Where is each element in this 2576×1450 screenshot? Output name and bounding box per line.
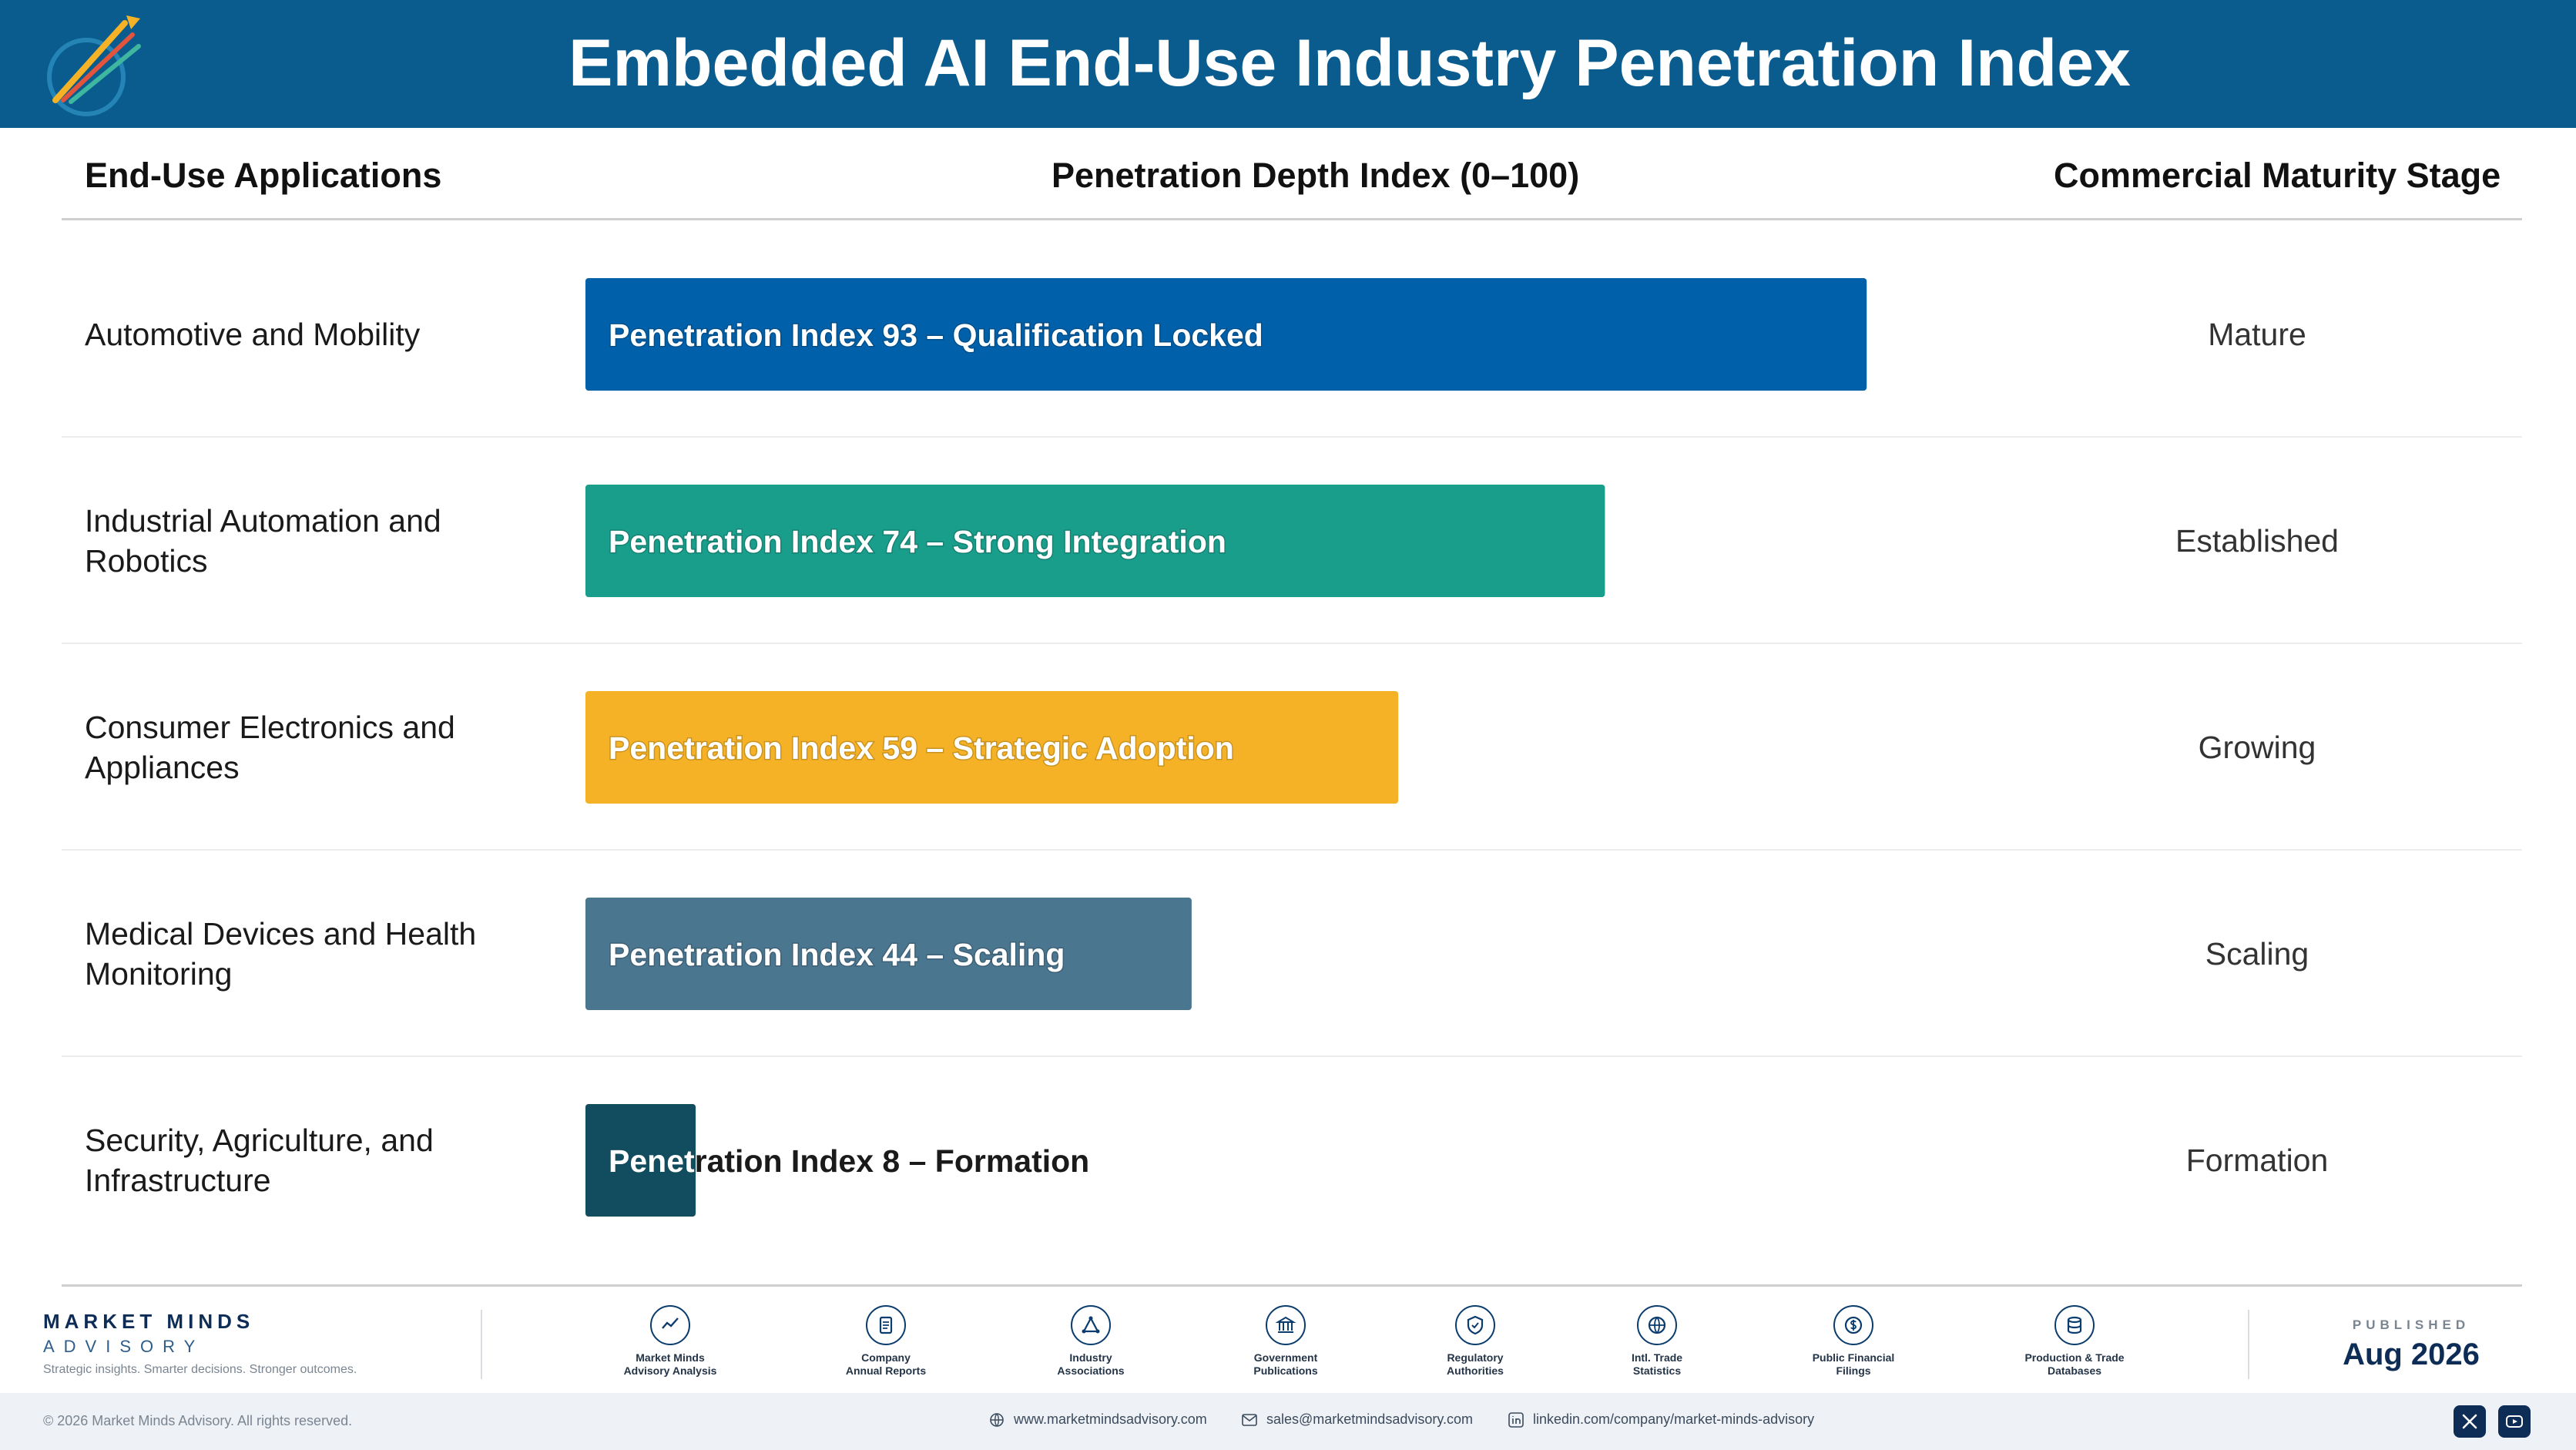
mail-icon [1242,1413,1257,1426]
row-divider [62,643,2522,644]
source-label: Regulatory Authorities [1447,1351,1504,1377]
table-bottom-divider [62,1284,2522,1287]
linkedin-text: linkedin.com/company/market-minds-adviso… [1533,1411,1815,1427]
header-banner: Embedded AI End-Use Industry Penetration… [0,0,2576,128]
bar [585,1104,696,1217]
column-header-index: Penetration Depth Index (0–100) [1052,156,1580,195]
brand-name: MARKET MINDS [43,1310,255,1333]
maturity-stage: Scaling [2205,935,2309,972]
column-header-stage: Commercial Maturity Stage [2054,156,2501,195]
page-title: Embedded AI End-Use Industry Penetration… [569,26,2131,100]
source-list: Market Minds Advisory Analysis Company An… [578,1305,2125,1390]
globe-icon [990,1412,1004,1427]
youtube-icon [2506,1415,2523,1428]
table-row: Medical Devices and Health Monitoring Sca… [62,851,2522,1057]
footer: MARKET MINDS ADVISORY Strategic insights… [0,1294,2576,1393]
application-label: Consumer Electronics and Appliances [85,710,455,785]
bar-label: Penetration Index 74 – Strong Integratio… [609,524,1226,559]
header-divider [62,218,2522,220]
source-label: Market Minds Advisory Analysis [623,1351,717,1377]
network-icon [1071,1305,1111,1345]
application-label: Industrial Automation and Robotics [85,503,441,579]
row-divider [62,1056,2522,1057]
linkedin-link[interactable]: linkedin.com/company/market-minds-adviso… [1508,1411,1814,1428]
source-label: Public Financial Filings [1812,1351,1895,1377]
row-divider [62,436,2522,438]
source-item: Intl. Trade Statistics [1580,1305,1734,1378]
penetration-bar-chart: Penetration Index 93 – Qualification Loc… [585,278,1867,1217]
footer-divider [2248,1310,2249,1379]
maturity-stage: Mature [2208,316,2306,352]
building-icon [1266,1305,1306,1345]
website-link[interactable]: www.marketmindsadvisory.com [989,1411,1207,1428]
chart-line-icon [650,1305,690,1345]
maturity-stage: Established [2175,522,2339,559]
application-label: Security, Agriculture, and Infrastructur… [85,1123,434,1198]
application-label: Medical Devices and Health Monitoring [85,916,477,992]
source-item: Regulatory Authorities [1398,1305,1552,1378]
source-label: Government Publications [1253,1351,1318,1377]
table-row: Automotive and Mobility Mature [62,231,2522,438]
bar [585,485,1605,597]
bar-label-overlay: Penetration Index 8 – Formation [609,1143,1089,1179]
source-item: Market Minds Advisory Analysis [593,1305,747,1378]
maturity-stage: Formation [2185,1142,2329,1178]
company-logo-icon [47,15,141,116]
shield-icon [1455,1305,1495,1345]
bar-label: Penetration Index 8 – Formation [609,1143,1089,1179]
source-item: Government Publications [1209,1305,1363,1378]
source-label: Industry Associations [1057,1351,1125,1377]
bar [585,278,1867,391]
published-date: Aug 2026 [2343,1338,2480,1371]
column-header-applications: End-Use Applications [85,156,442,195]
published-block: PUBLISHED Aug 2026 [2280,1317,2542,1372]
application-label: Automotive and Mobility [85,317,421,352]
footer-divider [481,1310,482,1379]
source-label: Intl. Trade Statistics [1631,1351,1683,1377]
database-icon [2054,1305,2095,1345]
source-item: Industry Associations [1014,1305,1168,1378]
youtube-social-button[interactable] [2498,1405,2531,1438]
source-item: Company Annual Reports [809,1305,963,1378]
source-label: Company Annual Reports [845,1351,927,1377]
footer-brand: MARKET MINDS ADVISORY Strategic insights… [43,1310,357,1377]
maturity-stage: Growing [2198,729,2316,765]
bar-label: Penetration Index 93 – Qualification Loc… [609,317,1263,353]
website-text: www.marketmindsadvisory.com [1014,1411,1207,1427]
dollar-icon [1833,1305,1873,1345]
bar-label: Penetration Index 59 – Strategic Adoptio… [609,730,1234,766]
linkedin-icon [1508,1411,1524,1428]
source-item: Production & Trade Databases [1997,1305,2152,1378]
x-icon [2462,1414,2477,1429]
source-label: Production & Trade Databases [2024,1351,2125,1377]
source-item: Public Financial Filings [1776,1305,1930,1378]
bar-label: Penetration Index 44 – Scaling [609,937,1065,972]
email-text: sales@marketmindsadvisory.com [1266,1411,1474,1427]
bar [585,691,1399,804]
row-divider [62,849,2522,851]
globe-icon [1637,1305,1677,1345]
published-label: PUBLISHED [2352,1317,2470,1332]
email-link[interactable]: sales@marketmindsadvisory.com [1242,1411,1473,1428]
bar [585,898,1192,1010]
brand-subtitle: ADVISORY [43,1337,205,1356]
legal-bar: © 2026 Market Minds Advisory. All rights… [0,1393,2576,1450]
brand-tagline: Strategic insights. Smarter decisions. S… [43,1363,357,1376]
table-row: Security, Agriculture, and Infrastructur… [62,1057,2522,1264]
copyright-text: © 2026 Market Minds Advisory. All rights… [43,1413,353,1428]
table-row: Industrial Automation and Robotics Establ… [62,438,2522,644]
document-icon [866,1305,906,1345]
table-row: Consumer Electronics and Appliances Growi… [62,644,2522,851]
x-social-button[interactable] [2454,1405,2486,1438]
